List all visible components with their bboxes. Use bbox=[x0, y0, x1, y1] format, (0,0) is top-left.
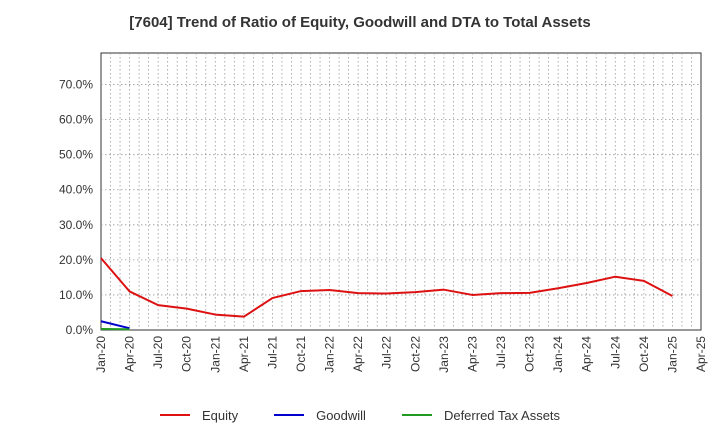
x-tick-label: Jul-24 bbox=[608, 336, 622, 369]
series-line-goodwill bbox=[100, 320, 130, 330]
y-tick-label: 10.0% bbox=[59, 288, 93, 302]
x-tick-label: Jan-22 bbox=[323, 336, 337, 373]
legend-item: Equity bbox=[159, 407, 239, 423]
x-tick-label: Apr-25 bbox=[694, 336, 708, 372]
x-tick-label: Jan-23 bbox=[437, 336, 451, 373]
x-tick-label: Oct-24 bbox=[637, 336, 651, 372]
legend: Equity Goodwill Deferred Tax Assets bbox=[0, 404, 720, 426]
x-tick-label: Jan-21 bbox=[208, 336, 222, 373]
legend-swatch bbox=[159, 414, 190, 416]
grid-layer bbox=[100, 52, 702, 331]
x-tick-label: Oct-21 bbox=[294, 336, 308, 372]
plot-frame bbox=[100, 52, 702, 331]
x-tick-label: Jan-20 bbox=[94, 336, 108, 373]
x-tick-label: Apr-24 bbox=[580, 336, 594, 372]
x-tick-label: Apr-20 bbox=[123, 336, 137, 372]
legend-swatch bbox=[274, 414, 305, 416]
y-tick-label: 60.0% bbox=[59, 113, 93, 127]
x-tick-label: Oct-20 bbox=[180, 336, 194, 372]
y-tick-label: 0.0% bbox=[66, 323, 94, 337]
x-tick-label: Jul-20 bbox=[151, 336, 165, 369]
series-layer bbox=[100, 257, 673, 331]
legend-item: Deferred Tax Assets bbox=[401, 407, 561, 423]
series-line-equity bbox=[100, 257, 673, 318]
y-tick-label: 40.0% bbox=[59, 183, 93, 197]
y-tick-label: 20.0% bbox=[59, 253, 93, 267]
legend-item: Goodwill bbox=[274, 408, 366, 423]
x-tick-label: Oct-22 bbox=[408, 336, 422, 372]
x-tick-label: Jul-22 bbox=[380, 336, 394, 369]
legend-label: Deferred Tax Assets bbox=[443, 407, 561, 423]
axis-layer: 0.0% 10.0% 20.0% 30.0% 40.0% 50.0% 60.0% 70.0% J… bbox=[59, 78, 708, 373]
x-tick-label: Apr-21 bbox=[237, 336, 251, 372]
legend-label: Goodwill bbox=[316, 407, 366, 423]
y-tick-label: 70.0% bbox=[59, 78, 93, 92]
x-tick-label: Apr-22 bbox=[351, 336, 365, 372]
legend-label: Equity bbox=[201, 407, 239, 423]
x-tick-label: Jul-23 bbox=[494, 336, 508, 369]
chart-title: [7604] Trend of Ratio of Equity, Goodwil… bbox=[129, 14, 591, 31]
legend-swatch bbox=[401, 414, 432, 416]
x-tick-label: Jan-24 bbox=[551, 336, 565, 373]
x-tick-label: Jul-21 bbox=[265, 336, 279, 369]
y-tick-label: 30.0% bbox=[59, 218, 93, 232]
x-tick-label: Apr-23 bbox=[465, 336, 479, 372]
y-tick-label: 50.0% bbox=[59, 148, 93, 162]
x-tick-label: Jan-25 bbox=[665, 336, 679, 373]
x-tick-label: Oct-23 bbox=[523, 336, 537, 372]
